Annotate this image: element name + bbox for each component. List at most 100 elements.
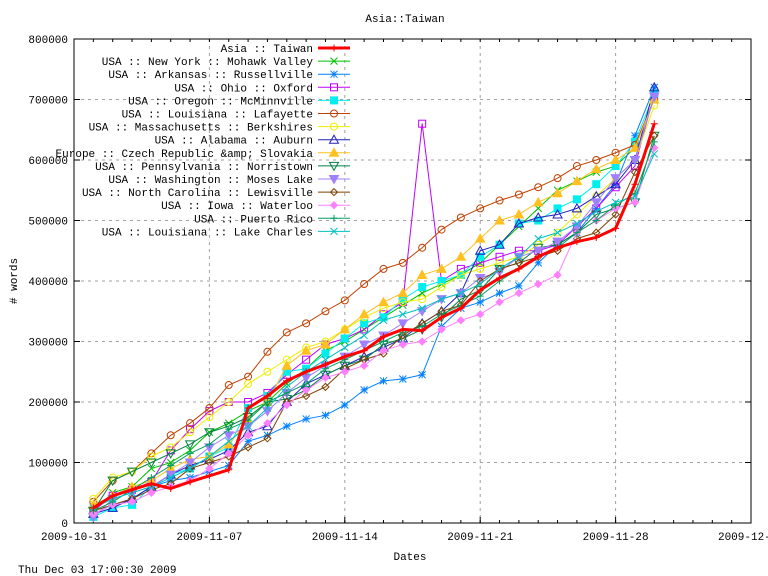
data-point — [515, 265, 523, 273]
data-point — [399, 325, 407, 333]
data-point — [321, 382, 330, 392]
legend-entry: USA :: Washington :: Moses Lake — [108, 175, 350, 187]
data-point — [263, 398, 271, 406]
data-point — [205, 464, 214, 473]
data-point — [205, 413, 214, 422]
y-tick-label: 0 — [61, 519, 68, 531]
data-point — [263, 434, 272, 443]
data-point — [573, 219, 581, 228]
legend-label: USA :: Washington :: Moses Lake — [108, 175, 313, 187]
legend-label: USA :: Louisiana :: Lafayette — [122, 110, 313, 122]
data-point — [418, 370, 427, 379]
data-point — [418, 327, 426, 335]
data-point — [166, 431, 175, 440]
data-point — [358, 308, 370, 319]
data-point — [223, 422, 235, 432]
data-point — [263, 367, 272, 376]
data-point — [224, 398, 233, 406]
legend-marker — [330, 44, 338, 52]
legend-marker — [330, 70, 338, 79]
data-point — [437, 295, 446, 304]
legend-label: USA :: Iowa :: Waterloo — [161, 201, 313, 213]
data-point — [262, 420, 273, 431]
data-point — [302, 368, 310, 376]
data-point — [474, 273, 486, 284]
chart-title: Asia::Taiwan — [365, 14, 444, 26]
data-point — [186, 419, 195, 428]
data-point — [514, 288, 524, 298]
legend-label: USA :: Ohio :: Oxford — [174, 83, 313, 95]
x-tick-label: 2009-10-31 — [41, 532, 107, 544]
data-point — [455, 251, 467, 261]
data-point — [534, 183, 543, 192]
data-point — [321, 360, 329, 368]
data-point — [283, 389, 291, 397]
data-point — [436, 263, 447, 273]
data-point — [107, 476, 119, 487]
data-point — [321, 411, 330, 420]
data-point — [495, 289, 504, 297]
data-point — [127, 497, 137, 507]
legend-entry: USA :: New York :: Mohawk Valley — [102, 57, 350, 69]
data-point — [360, 319, 369, 328]
legend-entry: Europe :: Czech Republic &amp; Slovakia — [56, 147, 350, 161]
data-point — [283, 377, 291, 385]
data-point — [612, 224, 620, 232]
data-point — [534, 253, 542, 261]
data-point — [571, 175, 583, 186]
legend-entry: USA :: Ohio :: Oxford — [174, 83, 350, 95]
data-point — [147, 464, 156, 473]
legend-label: Europe :: Czech Republic &amp; Slovakia — [56, 149, 314, 161]
legend-label: USA :: North Carolina :: Lewisville — [82, 188, 313, 200]
data-point — [205, 472, 213, 480]
data-point — [495, 297, 504, 307]
data-point — [340, 296, 349, 305]
data-point — [302, 415, 310, 423]
data-point — [610, 154, 621, 164]
data-point — [590, 163, 602, 174]
data-point — [437, 325, 446, 334]
data-point — [166, 443, 175, 452]
data-point — [244, 404, 252, 412]
data-point — [339, 323, 351, 334]
data-point — [592, 156, 601, 164]
legend-label: USA :: Alabama :: Auburn — [155, 136, 313, 148]
legend-marker — [330, 214, 338, 222]
x-tick-label: 2009-12-05 — [718, 532, 768, 544]
legend-marker — [330, 109, 338, 118]
data-point — [495, 265, 504, 273]
data-point — [263, 347, 272, 356]
data-point — [650, 120, 658, 128]
data-point — [592, 207, 601, 216]
data-point — [107, 502, 119, 512]
data-point — [146, 458, 157, 469]
data-point — [205, 404, 214, 413]
data-point — [360, 331, 368, 340]
y-tick-label: 200000 — [28, 398, 68, 410]
x-tick-label: 2009-11-28 — [583, 532, 649, 544]
data-point — [476, 252, 485, 261]
data-point — [244, 379, 253, 388]
series-14 — [89, 150, 659, 512]
data-point — [340, 401, 349, 409]
data-point — [456, 213, 465, 222]
data-point — [534, 279, 543, 289]
x-tick-label: 2009-11-21 — [447, 532, 513, 544]
y-tick-label: 800000 — [28, 35, 68, 47]
legend-marker — [330, 122, 338, 131]
data-point — [224, 449, 233, 458]
footer-timestamp: Thu Dec 03 17:00:30 2009 — [18, 565, 176, 576]
data-point — [398, 340, 408, 349]
x-tick-label: 2009-11-14 — [312, 532, 378, 544]
data-point — [532, 196, 544, 207]
data-point — [263, 392, 271, 400]
data-point — [610, 178, 621, 189]
data-point — [379, 316, 388, 325]
legend-label: Asia :: Taiwan — [221, 44, 313, 56]
y-axis-label: # words — [9, 258, 21, 304]
data-point — [126, 467, 138, 478]
data-point — [128, 486, 136, 494]
legend-entry: USA :: Pennsylvania :: Norristown — [95, 162, 350, 174]
data-point — [204, 428, 215, 438]
